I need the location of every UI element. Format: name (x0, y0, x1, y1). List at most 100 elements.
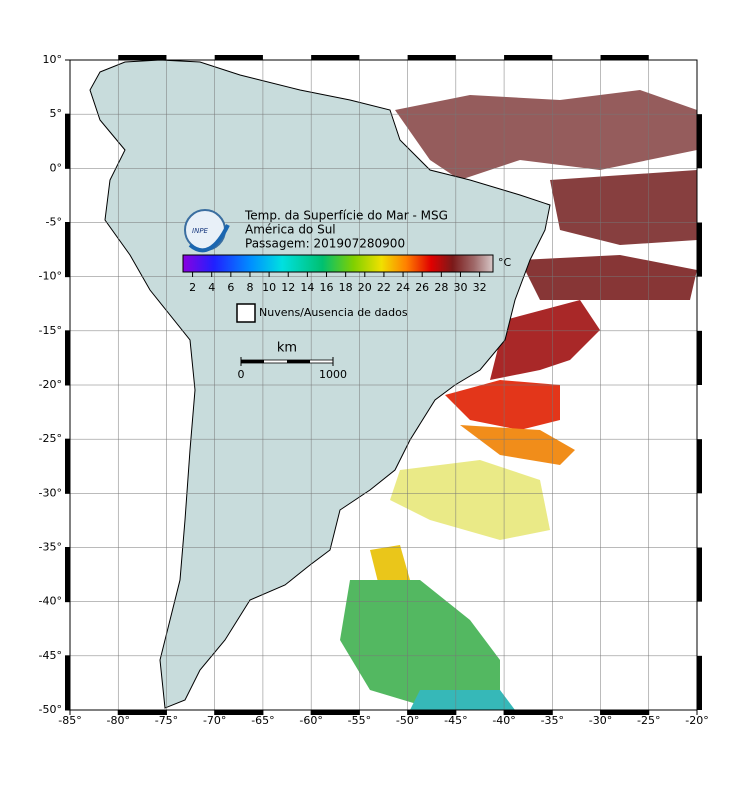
colorbar-tick-label: 28 (434, 281, 448, 294)
frame-block (504, 55, 553, 60)
frame-block (407, 710, 456, 715)
colorbar-tick-label: 18 (339, 281, 353, 294)
y-tick-label: -40° (39, 595, 62, 608)
x-tick-label: -45° (444, 714, 467, 727)
frame-block (311, 710, 360, 715)
y-tick-label: -45° (39, 649, 62, 662)
scale-tick-label: 1000 (319, 368, 347, 381)
colorbar-tick-label: 10 (262, 281, 276, 294)
frame-block (697, 655, 702, 710)
y-tick-label: 10° (43, 53, 63, 66)
frame-block (65, 222, 70, 277)
y-tick-label: -5° (46, 216, 62, 229)
colorbar-tick-label: 12 (281, 281, 295, 294)
frame-block (600, 710, 649, 715)
frame-block (65, 114, 70, 169)
colorbar-tick-label: 32 (473, 281, 487, 294)
grid (70, 60, 697, 710)
title-line: Passagem: 201907280900 (245, 237, 405, 251)
frame-block (697, 439, 702, 494)
x-tick-label: -35° (541, 714, 564, 727)
colorbar-tick-label: 20 (358, 281, 372, 294)
sst-field (340, 90, 697, 710)
frame-block (504, 710, 553, 715)
y-tick-label: -35° (39, 541, 62, 554)
y-tick-label: -25° (39, 432, 62, 445)
sst-patch (460, 425, 575, 465)
x-tick-label: -75° (155, 714, 178, 727)
sst-patch (390, 460, 550, 540)
x-tick-label: -85° (58, 714, 81, 727)
scale-tick-label: 0 (238, 368, 245, 381)
x-tick-label: -70° (203, 714, 226, 727)
frame-block (697, 222, 702, 277)
x-tick-label: -80° (106, 714, 129, 727)
legend-swatch (236, 303, 256, 323)
x-tick-label: -60° (299, 714, 322, 727)
scale-bar-segment (241, 360, 264, 363)
colorbar-tick-label: 4 (208, 281, 215, 294)
x-tick-label: -25° (637, 714, 660, 727)
colorbar-tick-label: 16 (320, 281, 334, 294)
x-tick-label: -50° (396, 714, 419, 727)
colorbar-tick-label: 8 (246, 281, 253, 294)
frame-block (214, 55, 263, 60)
x-tick-label: -65° (251, 714, 274, 727)
y-tick-label: -10° (39, 270, 62, 283)
frame-block (407, 55, 456, 60)
sst-patch (340, 580, 500, 705)
frame-block (118, 55, 167, 60)
sst-patch (370, 545, 410, 590)
x-tick-label: -55° (348, 714, 371, 727)
frame-block (214, 710, 263, 715)
frame-ticks (65, 55, 702, 715)
sst-patch (445, 380, 560, 430)
colorbar-tick-label: 2 (189, 281, 196, 294)
frame-block (65, 439, 70, 494)
frame-block (65, 547, 70, 602)
logo: INPE (184, 209, 230, 253)
colorbar-unit: °C (498, 256, 512, 269)
scale-label: km (277, 341, 297, 356)
scale-bar: 0 1000 (238, 357, 347, 381)
frame-block (697, 330, 702, 385)
frame-block (600, 55, 649, 60)
y-tick-label: 0° (50, 161, 63, 174)
logo-arrow (188, 224, 230, 253)
x-tick-label: -40° (492, 714, 515, 727)
sst-patch (395, 90, 697, 180)
colorbar-tick-label: 6 (227, 281, 234, 294)
map-area (70, 60, 697, 710)
frame-block (118, 710, 167, 715)
scale-bar-segment (287, 360, 310, 363)
colorbar-ticks: 2 4 6 8 10 12 14 16 18 20 22 24 26 28 30 32 (189, 272, 487, 294)
sst-patch (490, 300, 600, 380)
y-tick-label: 5° (50, 107, 63, 120)
frame-block (65, 655, 70, 710)
sst-patch (550, 170, 697, 245)
axis-labels: -85° -80° -75° -70° -65° -60° -55° -50° -45° -40°… (39, 53, 709, 727)
y-tick-label: -30° (39, 486, 62, 499)
sst-patch (520, 255, 697, 300)
colorbar-tick-label: 14 (300, 281, 314, 294)
colorbar-tick-label: 24 (396, 281, 410, 294)
y-tick-label: -15° (39, 324, 62, 337)
colorbar-tick-label: 26 (415, 281, 429, 294)
logo-text: INPE (192, 227, 209, 235)
legend-text: Nuvens/Ausencia de dados (259, 306, 408, 319)
y-tick-label: -20° (39, 378, 62, 391)
y-tick-label: -50° (39, 703, 62, 716)
colorbar-tick-label: 22 (377, 281, 391, 294)
title-line: América do Sul (245, 223, 336, 237)
title-line: Temp. da Superfície do Mar - MSG (244, 209, 448, 223)
colorbar-tick-label: 30 (453, 281, 467, 294)
sst-patch (410, 690, 515, 710)
frame-block (311, 55, 360, 60)
frame-block (697, 547, 702, 602)
frame-block (65, 330, 70, 385)
x-tick-label: -30° (589, 714, 612, 727)
colorbar (182, 254, 494, 273)
frame-block (697, 114, 702, 169)
x-tick-label: -20° (685, 714, 708, 727)
